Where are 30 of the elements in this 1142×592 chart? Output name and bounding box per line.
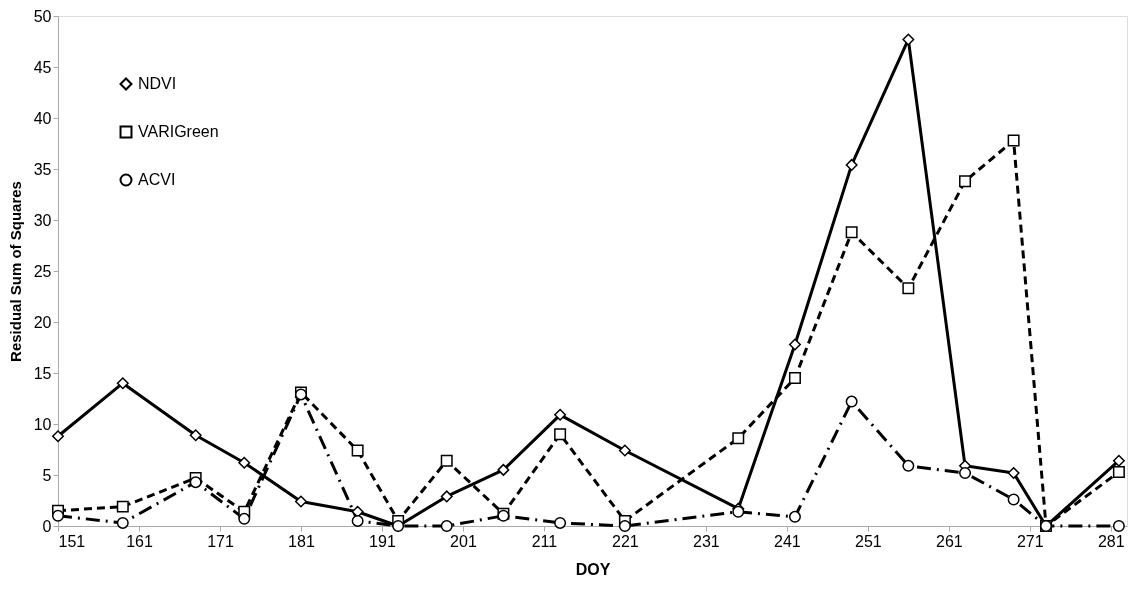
legend-label: ACVI [138, 171, 176, 188]
y-tick-label: 10 [33, 415, 52, 433]
y-axis-title: Residual Sum of Squares [6, 181, 24, 362]
legend-label: NDVI [138, 75, 177, 92]
x-tick-label: 231 [693, 532, 720, 550]
x-tick-label: 201 [450, 532, 477, 550]
x-tick-label: 151 [58, 532, 86, 550]
x-tick-label: 171 [207, 532, 234, 550]
y-tick-label: 40 [33, 109, 52, 127]
y-tick-label: 15 [33, 364, 52, 382]
x-tick-label: 211 [531, 532, 558, 550]
x-axis-title: DOY [575, 560, 611, 578]
x-tick-label: 181 [288, 532, 315, 550]
y-tick-label: 5 [42, 466, 52, 484]
x-tick-label: 241 [774, 532, 801, 550]
x-tick-label: 271 [1016, 532, 1044, 550]
y-tick-label: 45 [33, 58, 52, 76]
x-tick-label: 221 [612, 532, 639, 550]
x-tick-label: 261 [935, 532, 963, 550]
y-tick-label: 35 [33, 160, 52, 178]
x-tick-label: 161 [126, 532, 153, 550]
y-tick-label: 20 [33, 313, 52, 331]
x-tick-label: 191 [369, 532, 396, 550]
y-tick-label: 30 [33, 211, 52, 229]
y-tick-label: 50 [33, 7, 52, 25]
y-tick-label: 0 [42, 517, 52, 535]
y-tick-label: 25 [33, 262, 52, 280]
x-tick-label: 281 [1097, 532, 1125, 550]
legend-label: VARIGreen [138, 123, 219, 140]
x-tick-label: 251 [855, 532, 882, 550]
